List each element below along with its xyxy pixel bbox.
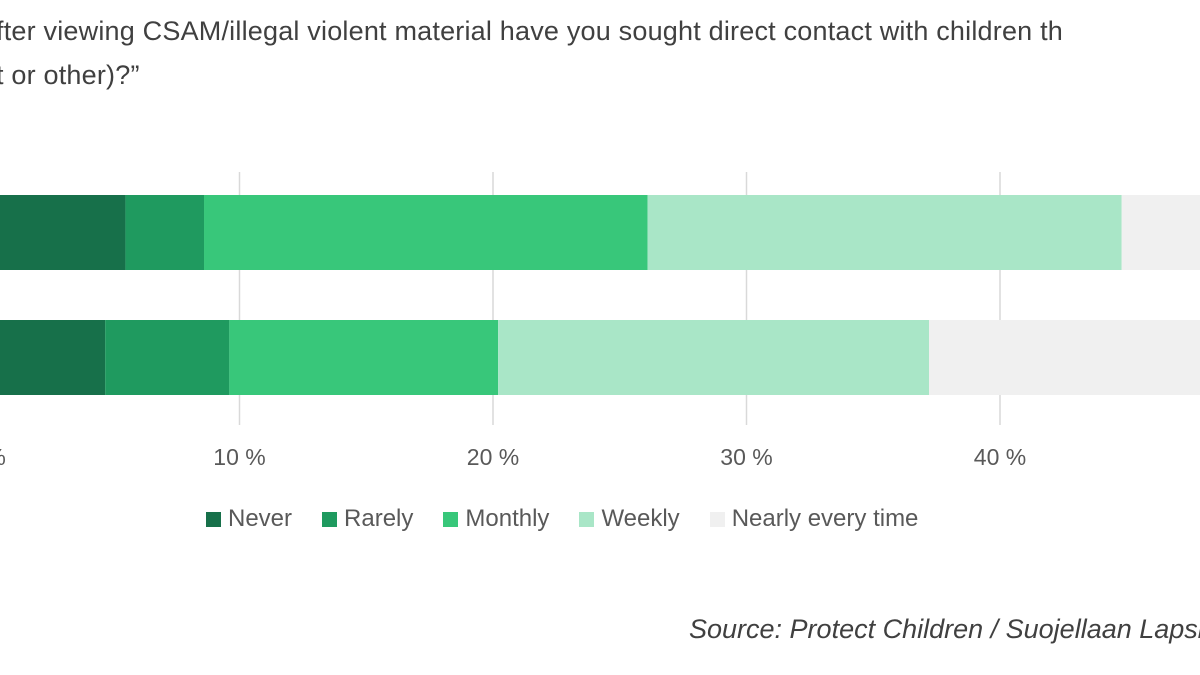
- bar-segment-weekly-row-1: [647, 195, 1122, 270]
- legend-item-monthly: Monthly: [443, 505, 549, 533]
- legend-label-weekly: Weekly: [601, 505, 680, 532]
- legend-label-never: Never: [228, 505, 293, 532]
- legend-label-rarely: Rarely: [344, 505, 414, 532]
- x-tick-label-30: 30 %: [720, 444, 772, 470]
- bar-segment-nearly-every-time-row-1: [1121, 195, 1200, 270]
- chart-title-line-2: t or other)?”: [0, 60, 140, 90]
- bar-segment-monthly-row-2: [229, 320, 499, 395]
- legend-swatch-rarely: [322, 511, 338, 527]
- bar-segment-weekly-row-2: [498, 320, 930, 395]
- x-tick-label-40: 40 %: [974, 444, 1026, 470]
- legend-swatch-never: [206, 511, 221, 527]
- bar-segment-monthly-row-1: [204, 195, 648, 270]
- chart-title-line-1: fter viewing CSAM/illegal violent materi…: [0, 16, 1064, 46]
- legend-label-monthly: Monthly: [465, 505, 550, 532]
- legend-item-rarely: Rarely: [322, 505, 413, 533]
- legend-item-weekly: Weekly: [579, 505, 680, 533]
- bar-segment-rarely-row-1: [125, 195, 205, 270]
- x-tick-label-20: 20 %: [467, 444, 519, 470]
- source-note: Source: Protect Children / Suojellaan La…: [689, 614, 1200, 644]
- legend-item-never: Never: [206, 505, 292, 533]
- legend-swatch-nearly-every-time: [709, 511, 725, 527]
- legend-item-nearly-every-time: Nearly every time: [709, 505, 919, 533]
- bar-segment-nearly-every-time-row-2: [929, 320, 1200, 395]
- legend-swatch-weekly: [579, 511, 595, 527]
- x-tick-label-10: 10 %: [213, 444, 265, 470]
- bar-segment-rarely-row-2: [105, 320, 230, 395]
- x-tick-label-0: 0 %: [0, 444, 6, 470]
- chart-legend: Never Rarely Monthly Weekly Nearly every…: [206, 505, 948, 533]
- legend-label-nearly-every-time: Nearly every time: [731, 505, 919, 532]
- legend-swatch-monthly: [443, 511, 459, 527]
- bar-segment-never-row-1: [0, 195, 126, 270]
- bar-segment-never-row-2: [0, 320, 106, 395]
